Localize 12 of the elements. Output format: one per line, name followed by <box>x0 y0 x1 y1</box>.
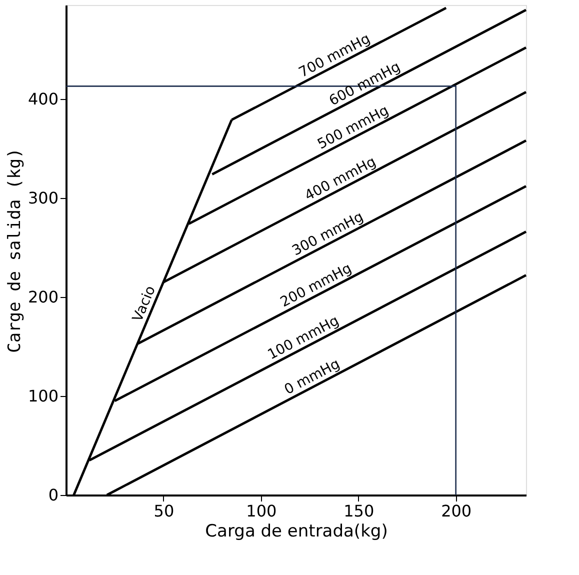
y-tick-label: 0 <box>48 486 58 504</box>
y-tick-label: 300 <box>28 188 58 208</box>
x-tick-label: 100 <box>246 502 277 520</box>
x-tick-label: 150 <box>344 502 374 520</box>
y-tick-label: 100 <box>28 386 58 406</box>
x-axis-title: Carga de entrada(kg) <box>205 522 388 542</box>
text: Vacio <box>130 284 160 324</box>
x-tick-label: 50 <box>154 502 174 520</box>
y-axis-title: Carge de salida (kg) <box>4 148 25 353</box>
y-tick-label: 400 <box>28 90 58 109</box>
x-tick-label: 200 <box>441 502 472 520</box>
y-tick-label: 200 <box>28 288 58 307</box>
